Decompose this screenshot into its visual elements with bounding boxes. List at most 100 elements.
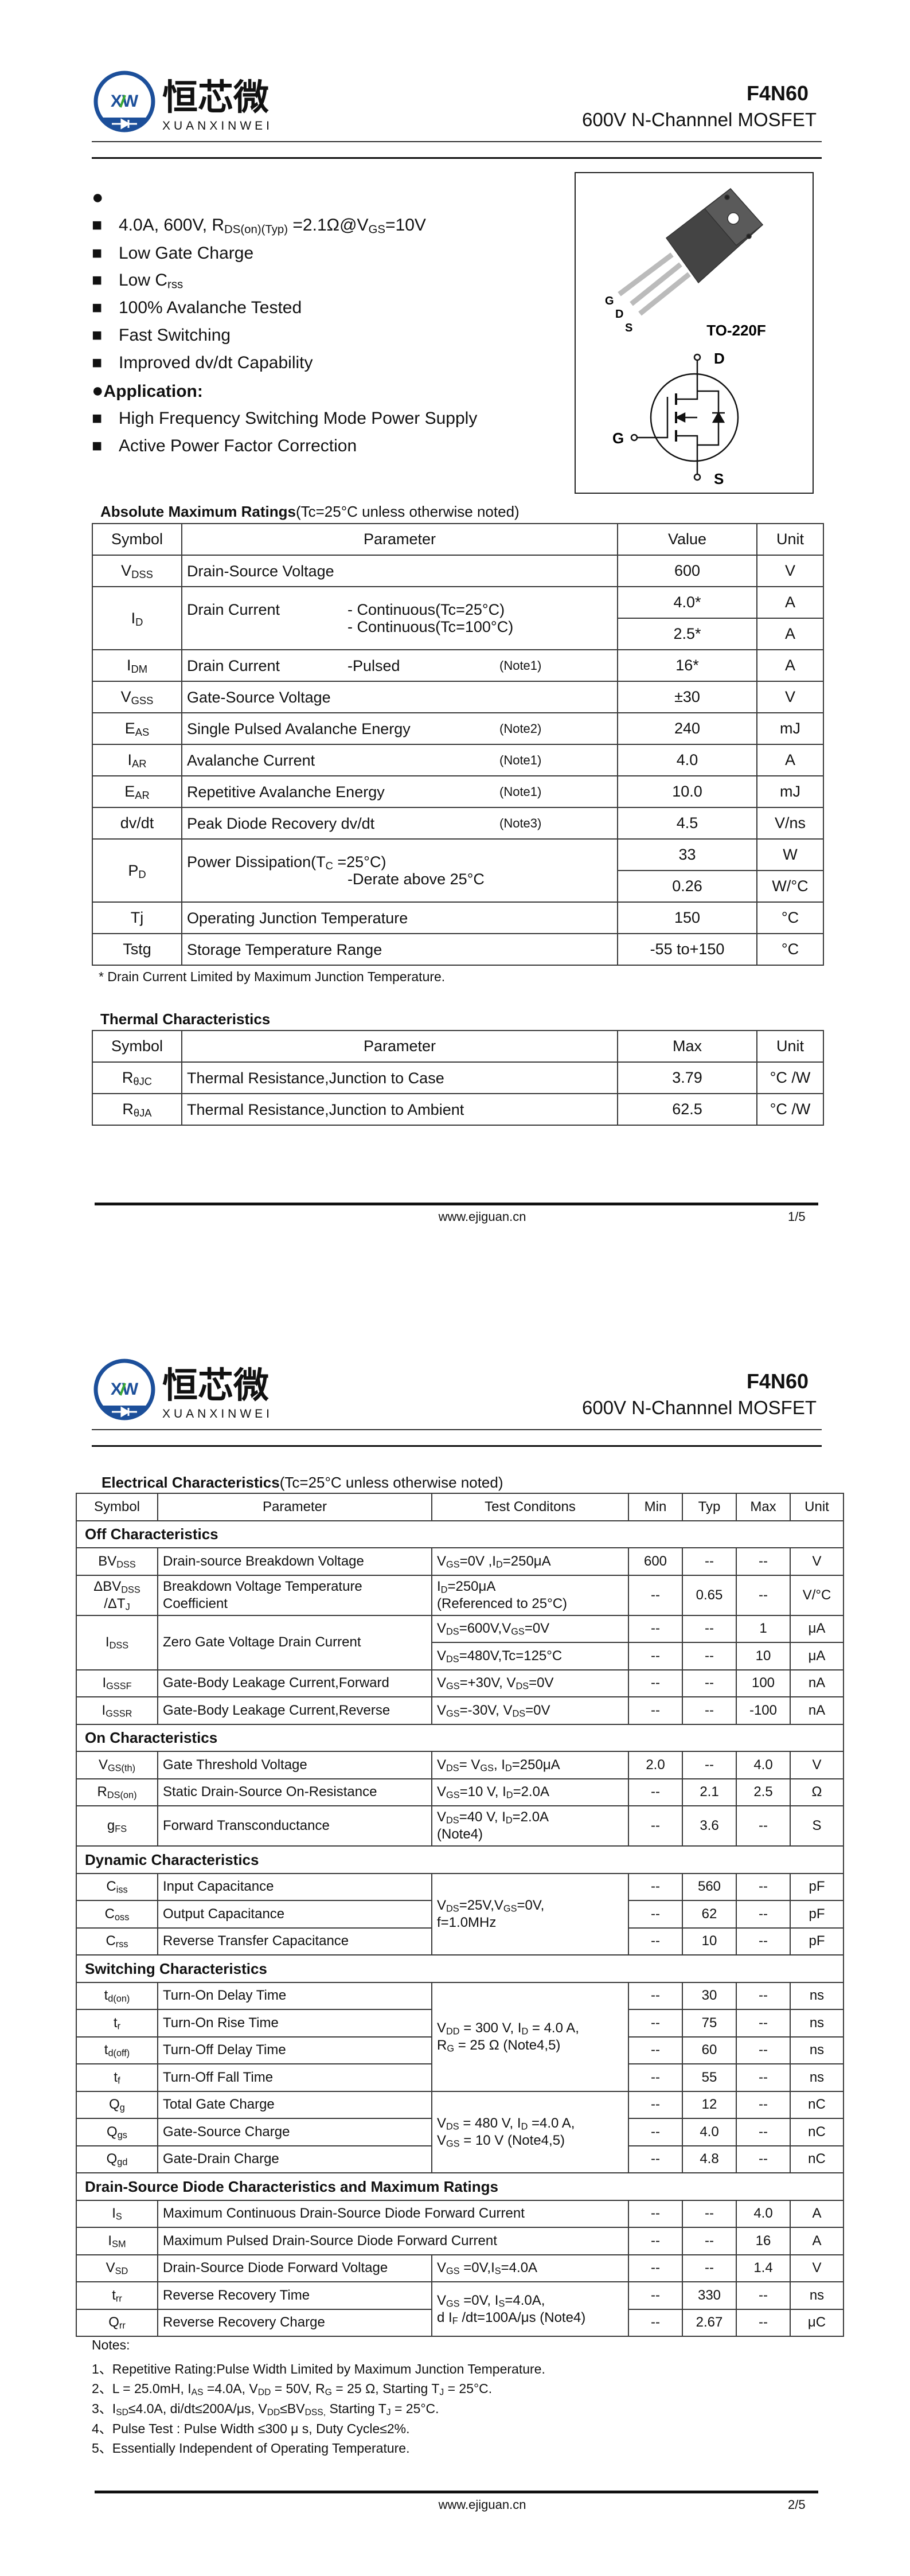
- parameter-cell: Drain-Source Diode Forward Voltage: [157, 2254, 432, 2282]
- min-cell: --: [628, 2227, 683, 2255]
- footer-url[interactable]: www.ejiguan.cn: [438, 2497, 526, 2512]
- feature-item: ■ Fast Switching: [92, 325, 231, 346]
- text-line: ID=250μA: [437, 1578, 623, 1595]
- section-heading: Switching Characteristics: [76, 1954, 844, 1983]
- text-run: 2、L = 25.0mH, I: [92, 2381, 192, 2396]
- application-heading: ●Application:: [92, 380, 203, 401]
- symbol-cell: Ciss: [76, 1872, 158, 1901]
- max-cell: --: [736, 2281, 791, 2310]
- subscript: GS: [446, 1708, 460, 1719]
- parameter-cell: Gate-Source Charge: [157, 2118, 432, 2146]
- note-item: 1、Repetitive Rating:Pulse Width Limited …: [92, 2358, 545, 2378]
- subscript: AR: [132, 758, 147, 770]
- company-logo-icon: XW: [93, 71, 155, 132]
- unit-cell: W/°C: [756, 870, 824, 903]
- table-row: EAS Single Pulsed Avalanche Energy (Note2)…: [92, 712, 824, 745]
- unit-cell: °C: [756, 901, 824, 934]
- subscript: D: [440, 1584, 448, 1595]
- subscript: D: [495, 1559, 503, 1570]
- parameter-cell: Reverse Recovery Time: [157, 2281, 432, 2310]
- text-line: Coefficient: [163, 1595, 427, 1613]
- symbol-cell: BVDSS: [76, 1547, 158, 1576]
- table-row: Tstg Storage Temperature Range -55 to+150 °…: [92, 933, 824, 966]
- unit-cell: pF: [790, 1927, 844, 1956]
- text-run: V: [437, 1648, 447, 1664]
- unit-cell: ns: [790, 2063, 844, 2092]
- text-run: V: [437, 1621, 447, 1637]
- text-line: f=1.0MHz: [437, 1914, 623, 1931]
- parameter-cell: Input Capacitance: [157, 1872, 432, 1901]
- subscript: θJA: [133, 1107, 152, 1119]
- text-run: =0V ,I: [459, 1553, 496, 1569]
- table-row: Qg Total Gate Charge VDS = 480 V, ID =4.0 …: [76, 2090, 844, 2173]
- column-header-min: Min: [628, 1493, 683, 1521]
- footer-url[interactable]: www.ejiguan.cn: [438, 1209, 526, 1224]
- subscript: G: [447, 2043, 455, 2054]
- unit-cell: nC: [790, 2145, 844, 2173]
- text-run: =40 V, I: [459, 1809, 506, 1825]
- min-cell: --: [628, 1981, 683, 2010]
- min-cell: --: [628, 2145, 683, 2173]
- subscript: GS: [511, 1626, 525, 1637]
- logo-english-name: XUANXINWEI: [162, 1407, 274, 1420]
- symbol-cell: trr: [76, 2281, 158, 2310]
- value-cell: 3.79: [617, 1061, 757, 1094]
- parameter-line: Power Dissipation(TC =25°C): [187, 853, 612, 871]
- section-heading: Off Characteristics: [76, 1520, 844, 1548]
- max-cell: --: [736, 1547, 791, 1576]
- header-divider: [92, 157, 822, 159]
- text-run: Q: [109, 2097, 120, 2113]
- table-row: dv/dt Peak Diode Recovery dv/dt (Note3) 4.5…: [92, 807, 824, 840]
- table-row: IGSSF Gate-Body Leakage Current,Forward VG…: [76, 1669, 844, 1697]
- subscript: DS: [446, 2121, 459, 2132]
- text-run: V: [437, 1675, 447, 1691]
- subscript: DS: [446, 1815, 459, 1826]
- unit-cell: A: [790, 2199, 844, 2228]
- parameter-cell: Peak Diode Recovery dv/dt (Note3): [181, 807, 618, 840]
- column-header-symbol: Symbol: [92, 523, 182, 556]
- table-row: tr Turn-On Rise Time -- 75 -- ns: [76, 2009, 844, 2038]
- feature-text: 100% Avalanche Tested: [119, 298, 302, 317]
- subscript: oss: [114, 1912, 130, 1923]
- text-run: =+30V, V: [459, 1675, 516, 1691]
- table-row: IGSSR Gate-Body Leakage Current,Reverse VG…: [76, 1696, 844, 1725]
- electrical-title-note: (Tc=25°C unless otherwise noted): [279, 1474, 503, 1491]
- text-run: =2.0A: [513, 1784, 549, 1800]
- table-row: VDSS Drain-Source Voltage 600 V: [92, 555, 824, 587]
- text-run: ≤BV: [280, 2401, 305, 2416]
- text-run: =0V: [525, 1702, 550, 1718]
- typ-cell: 330: [682, 2281, 737, 2310]
- subscript: GSSR: [106, 1708, 132, 1719]
- typ-cell: 4.0: [682, 2118, 737, 2146]
- parameter-name: Peak Diode Recovery dv/dt: [187, 814, 375, 832]
- test-conditions-cell: VDD = 300 V, ID = 4.0 A, RG = 25 Ω (Note4…: [431, 1981, 629, 2092]
- abs-max-title: Absolute Maximum Ratings(Tc=25°C unless …: [100, 503, 520, 521]
- subscript: DS: [446, 1763, 459, 1774]
- mosfet-symbol-icon: [630, 353, 739, 481]
- text-run: /ΔT: [104, 1595, 126, 1611]
- feature-text: Low Crss: [119, 271, 183, 291]
- unit-cell: °C /W: [756, 1093, 824, 1126]
- text-run: =0V, I: [459, 2292, 499, 2308]
- text-run: =4.0A: [501, 2260, 538, 2276]
- parameter-cell: Turn-On Delay Time: [157, 1981, 432, 2010]
- symbol-cell: ΔBVDSS/ΔTJ: [76, 1574, 158, 1616]
- parameter-line: Operating Junction Temperature: [187, 910, 612, 927]
- text-run: =2.0A: [512, 1809, 549, 1825]
- table-row: Crss Reverse Transfer Capacitance -- 10 -- pF: [76, 1927, 844, 1956]
- parameter-line: Drain-Source Voltage: [187, 563, 612, 580]
- unit-cell: ns: [790, 2036, 844, 2064]
- parameter-detail: -Derate above 25°C: [347, 871, 485, 888]
- section-row: Switching Characteristics: [76, 1954, 844, 1983]
- symbol-cell: td(off): [76, 2036, 158, 2064]
- pin-label-drain: D: [615, 308, 623, 321]
- subscript: DSS: [116, 1559, 136, 1570]
- value-cell: 2.5*: [617, 618, 757, 650]
- parameter-cell: Thermal Resistance,Junction to Case: [181, 1061, 618, 1094]
- feature-text: Low Gate Charge: [119, 244, 253, 263]
- column-header-test-conditions: Test Conditons: [431, 1493, 629, 1521]
- text-run: =4.0A, V: [203, 2381, 258, 2396]
- abs-max-footnote: * Drain Current Limited by Maximum Junct…: [99, 969, 446, 984]
- logo-chinese-name: 恒芯微: [162, 76, 270, 118]
- text-run: C: [104, 1906, 115, 1922]
